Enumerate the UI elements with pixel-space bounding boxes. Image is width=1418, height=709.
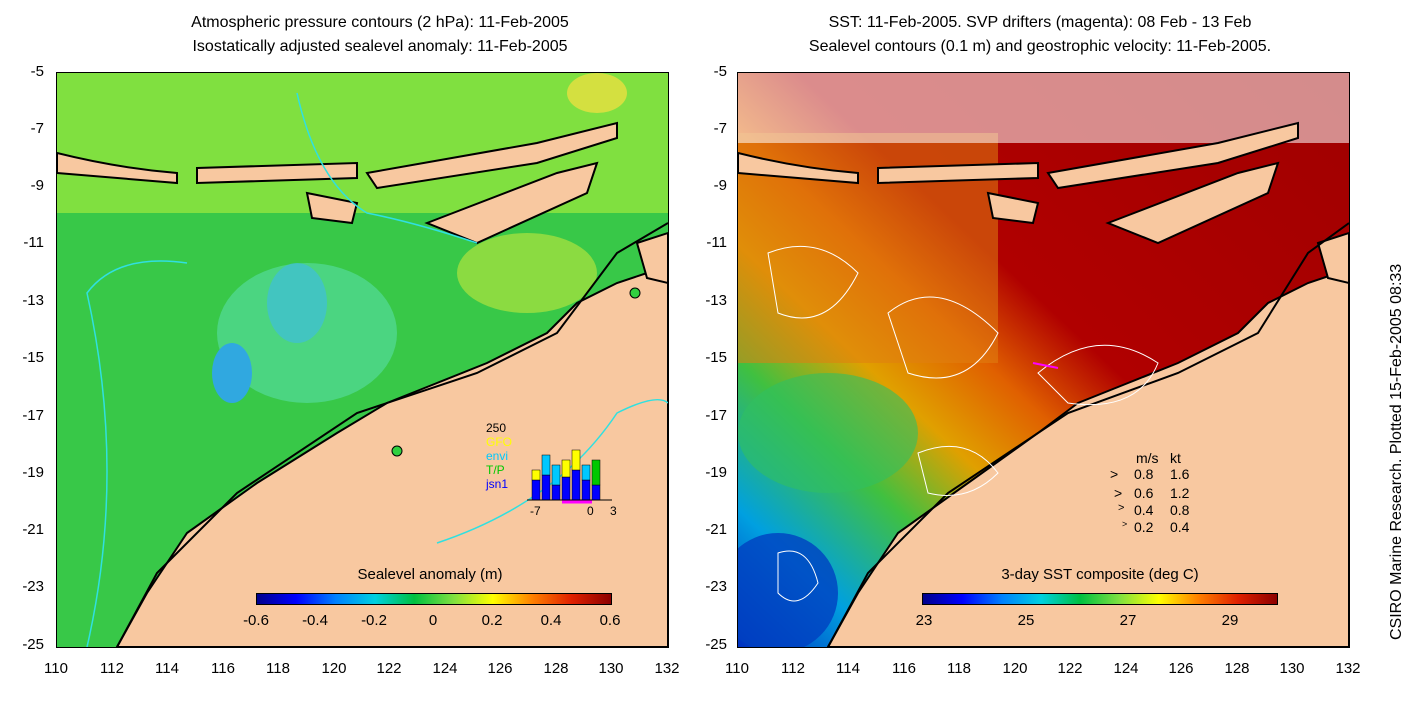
- velocity-key-kt: 1.6: [1170, 466, 1190, 482]
- right-ytick: -5: [713, 63, 727, 80]
- velocity-key-header-kt: kt: [1170, 450, 1181, 466]
- left-xtick: 130: [598, 660, 624, 677]
- velocity-arrow-icon: >: [1110, 466, 1119, 482]
- left-cbar-tick-5: 0.4: [540, 612, 562, 629]
- right-xtick: 130: [1279, 660, 1305, 677]
- right-cbar-tick-0: 23: [915, 612, 933, 629]
- left-cbar-tick-1: -0.4: [302, 612, 328, 629]
- velocity-arrow-icon: >: [1114, 485, 1123, 501]
- right-xtick: 132: [1335, 660, 1361, 677]
- velocity-key-kt: 0.4: [1170, 519, 1190, 535]
- velocity-arrow-icon: >: [1118, 502, 1125, 514]
- left-title-line2: Isostatically adjusted sealevel anomaly:…: [192, 38, 568, 55]
- left-xtick: 112: [100, 660, 124, 677]
- right-colorbar: [922, 593, 1278, 605]
- left-cbar-tick-2: -0.2: [361, 612, 387, 629]
- right-cbar-tick-2: 27: [1119, 612, 1137, 629]
- velocity-arrow-icon: >: [1122, 519, 1128, 529]
- right-xtick: 120: [1002, 660, 1028, 677]
- left-ytick: -7: [30, 120, 44, 137]
- left-xtick: 132: [654, 660, 680, 677]
- left-xtick: 118: [266, 660, 290, 677]
- velocity-key-kt: 1.2: [1170, 485, 1190, 501]
- left-cbar-tick-6: 0.6: [599, 612, 621, 629]
- left-map: [56, 72, 669, 648]
- left-xtick: 126: [487, 660, 513, 677]
- right-title-line2: Sealevel contours (0.1 m) and geostrophi…: [808, 38, 1272, 55]
- right-ytick: -17: [705, 407, 727, 424]
- inset-sat-tp: T/P: [486, 463, 505, 477]
- left-ytick: -25: [22, 636, 44, 653]
- right-map: [737, 72, 1350, 648]
- left-ytick: -5: [30, 63, 44, 80]
- right-ytick: -19: [705, 464, 727, 481]
- left-title-line1: Atmospheric pressure contours (2 hPa): 1…: [191, 14, 569, 31]
- right-ytick: -7: [713, 120, 727, 137]
- right-xtick: 112: [781, 660, 805, 677]
- right-xtick: 110: [725, 660, 749, 677]
- velocity-key-ms: 0.6: [1134, 485, 1154, 501]
- velocity-key-ms: 0.8: [1134, 466, 1154, 482]
- right-ytick: -9: [713, 177, 727, 194]
- right-xtick: 116: [892, 660, 916, 677]
- right-xtick: 126: [1168, 660, 1194, 677]
- right-ytick: -21: [705, 521, 727, 538]
- right-ytick: -25: [705, 636, 727, 653]
- velocity-key-ms: 0.4: [1134, 502, 1154, 518]
- left-ytick: -15: [22, 349, 44, 366]
- right-map-svg: [738, 73, 1349, 647]
- inset-sat-gfo: GFO: [486, 435, 512, 449]
- left-map-svg: [57, 73, 668, 647]
- side-credit-text: CSIRO Marine Research. Plotted 15-Feb-20…: [1388, 263, 1405, 640]
- inset-xtick-0: -7: [530, 504, 541, 518]
- right-colorbar-label: 3-day SST composite (deg C): [1001, 566, 1199, 583]
- right-title-line1: SST: 11-Feb-2005. SVP drifters (magenta)…: [828, 14, 1252, 31]
- left-cbar-tick-4: 0.2: [481, 612, 503, 629]
- inset-histogram: [527, 449, 612, 504]
- left-ytick: -23: [22, 578, 44, 595]
- left-xtick: 124: [432, 660, 458, 677]
- left-xtick: 110: [44, 660, 68, 677]
- left-cbar-tick-0: -0.6: [243, 612, 269, 629]
- left-ytick: -11: [23, 234, 44, 251]
- right-xtick: 122: [1057, 660, 1083, 677]
- velocity-key-kt: 0.8: [1170, 502, 1190, 518]
- right-xtick: 128: [1224, 660, 1250, 677]
- velocity-key-header-ms: m/s: [1136, 450, 1159, 466]
- left-xtick: 116: [211, 660, 235, 677]
- inset-max-label: 250: [486, 421, 507, 435]
- velocity-key-ms: 0.2: [1134, 519, 1154, 535]
- left-ytick: -21: [22, 521, 44, 538]
- left-colorbar: [256, 593, 612, 605]
- right-xtick: 124: [1113, 660, 1139, 677]
- left-xtick: 128: [543, 660, 569, 677]
- left-ytick: -13: [22, 292, 44, 309]
- right-ytick: -13: [705, 292, 727, 309]
- right-ytick: -15: [705, 349, 727, 366]
- inset-sat-envi: envi: [486, 449, 509, 463]
- right-ytick: -11: [706, 234, 727, 251]
- left-ytick: -19: [22, 464, 44, 481]
- left-xtick: 120: [321, 660, 347, 677]
- right-cbar-tick-3: 29: [1221, 612, 1239, 629]
- inset-sat-jsn1: jsn1: [486, 477, 509, 491]
- inset-xtick-1: 0: [587, 504, 594, 518]
- inset-xtick-2: 3: [610, 504, 617, 518]
- right-cbar-tick-1: 25: [1017, 612, 1035, 629]
- right-xtick: 114: [836, 660, 860, 677]
- left-xtick: 122: [376, 660, 402, 677]
- left-colorbar-label: Sealevel anomaly (m): [357, 566, 503, 583]
- right-ytick: -23: [705, 578, 727, 595]
- left-ytick: -17: [22, 407, 44, 424]
- left-ytick: -9: [30, 177, 44, 194]
- right-xtick: 118: [947, 660, 971, 677]
- left-xtick: 114: [155, 660, 179, 677]
- left-cbar-tick-3: 0: [428, 612, 438, 629]
